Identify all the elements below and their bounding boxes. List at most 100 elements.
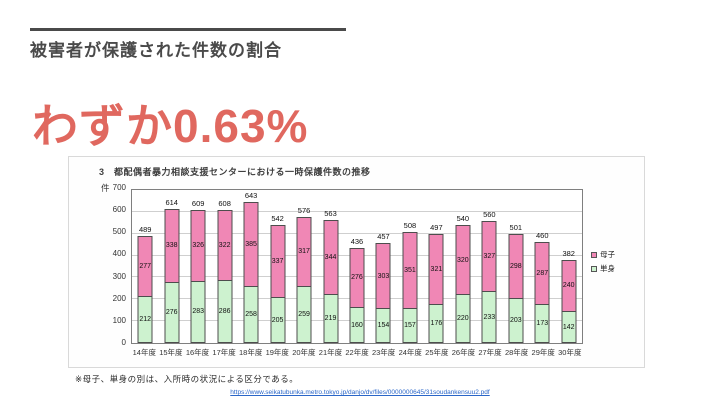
x-tick-label: 17年度 (212, 348, 236, 357)
segment-label: 212 (139, 315, 152, 323)
mother-child-segment: 287 (534, 242, 550, 306)
x-tick-label: 29年度 (531, 348, 555, 357)
single-segment: 160 (349, 308, 365, 343)
bar-group: 344 219 563 (317, 190, 343, 343)
segment-label: 142 (562, 323, 575, 331)
single-segment: 233 (481, 292, 497, 343)
headline-percentage: わずか0.63% (32, 100, 309, 152)
mother-child-segment: 320 (455, 224, 471, 296)
total-label: 643 (244, 191, 258, 201)
segment-label: 286 (218, 307, 231, 315)
mother-child-segment: 351 (402, 231, 418, 309)
single-segment: 276 (164, 283, 180, 343)
stacked-bar: 298 203 (508, 233, 524, 343)
segment-label: 258 (245, 310, 257, 318)
stacked-bar: 385 258 (243, 202, 259, 343)
single-segment: 220 (455, 295, 471, 343)
x-tick-label: 21年度 (318, 348, 343, 357)
stacked-bar: 344 219 (323, 219, 339, 343)
stacked-bar: 327 233 (481, 220, 497, 343)
y-tick-label: 700 (112, 183, 126, 192)
segment-label: 344 (324, 254, 337, 262)
bar-group: 322 286 608 (211, 190, 237, 343)
stacked-bar: 322 286 (217, 210, 233, 343)
total-label: 436 (350, 236, 364, 246)
stacked-bar: 317 259 (296, 217, 312, 343)
segment-label: 219 (324, 315, 337, 323)
x-tick-label: 18年度 (239, 348, 263, 357)
footnote: ※母子、単身の別は、入所時の状況による区分である。 (75, 374, 299, 384)
segment-label: 351 (404, 266, 416, 274)
chart-container: 3 都配偶者暴力相談支援センターにおける一時保護件数の推移 件 0 100 200 3… (68, 156, 645, 368)
y-tick-label: 100 (112, 315, 126, 325)
stacked-bar: 338 276 (164, 208, 180, 343)
stacked-bar: 337 205 (270, 224, 286, 343)
segment-label: 326 (192, 242, 205, 250)
total-label: 501 (509, 222, 523, 232)
mother-child-segment: 327 (481, 220, 497, 293)
x-tick-label: 27年度 (478, 348, 502, 357)
title-rule (30, 28, 346, 31)
segment-label: 233 (483, 313, 496, 321)
legend-item-mother-child: 母子 (591, 249, 615, 260)
mother-child-segment: 338 (164, 208, 180, 284)
x-axis: 14年度 15年度 16年度 17年度 18年度 19年度 20年度 21年度 22年度 23年度… (131, 347, 583, 358)
mother-child-segment: 321 (428, 234, 444, 305)
single-segment: 157 (402, 308, 418, 343)
stacked-bar: 287 173 (534, 242, 550, 343)
mother-child-segment: 240 (561, 259, 577, 313)
x-tick-label: 16年度 (185, 348, 210, 357)
y-tick-label: 500 (112, 227, 126, 237)
stacked-bar: 326 283 (190, 209, 206, 343)
total-label: 489 (138, 225, 152, 235)
y-tick-label: 400 (112, 249, 126, 259)
stacked-bar: 303 154 (375, 243, 391, 343)
segment-label: 385 (245, 241, 257, 249)
plot-area: 277 212 489 338 276 614 326 283 609 322 286 608 385 2… (131, 189, 583, 344)
mother-child-segment: 385 (243, 202, 259, 287)
x-tick-label: 23年度 (371, 348, 396, 357)
total-label: 540 (456, 213, 470, 223)
bar-group: 277 212 489 (132, 190, 158, 343)
bars-row: 277 212 489 338 276 614 326 283 609 322 286 608 385 2… (132, 190, 582, 343)
x-tick-label: 25年度 (425, 348, 449, 357)
segment-label: 322 (218, 242, 231, 249)
total-label: 508 (403, 220, 417, 230)
segment-label: 276 (351, 274, 363, 282)
total-label: 608 (218, 199, 231, 209)
single-segment: 283 (190, 281, 206, 343)
segment-label: 160 (351, 321, 363, 329)
x-tick-label: 20年度 (292, 348, 316, 357)
single-segment: 258 (243, 286, 259, 343)
segment-label: 337 (271, 257, 284, 265)
mother-child-segment: 322 (217, 210, 233, 281)
segment-label: 283 (192, 308, 205, 316)
segment-label: 303 (377, 272, 390, 280)
segment-label: 287 (536, 270, 549, 278)
x-tick-label: 22年度 (345, 348, 369, 357)
legend-item-single: 単身 (591, 263, 615, 274)
legend-label: 母子 (600, 250, 615, 259)
mother-child-segment: 277 (137, 236, 153, 297)
bar-group: 287 173 460 (529, 190, 555, 343)
segment-label: 317 (298, 248, 310, 256)
y-tick-label: 0 (121, 338, 126, 347)
gridline (132, 210, 582, 212)
segment-label: 203 (509, 316, 522, 324)
y-axis-unit-label: 件 (101, 183, 110, 193)
y-tick-label: 600 (112, 205, 126, 215)
segment-label: 338 (165, 242, 178, 250)
segment-label: 176 (430, 319, 443, 327)
stacked-bar: 240 142 (561, 259, 577, 343)
stacked-bar: 320 220 (455, 224, 471, 343)
total-label: 560 (483, 209, 496, 219)
y-tick-label: 200 (112, 293, 126, 303)
total-label: 382 (562, 248, 575, 258)
chart-title: 3 都配偶者暴力相談支援センターにおける一時保護件数の推移 (99, 167, 371, 177)
segment-label: 321 (430, 265, 443, 273)
bar-group: 276 160 436 (344, 190, 370, 343)
total-label: 497 (430, 223, 443, 233)
mother-child-swatch (591, 251, 597, 258)
x-tick-label: 30年度 (558, 348, 582, 357)
source-link[interactable]: https://www.seikatubunka.metro.tokyo.jp/… (230, 389, 490, 396)
